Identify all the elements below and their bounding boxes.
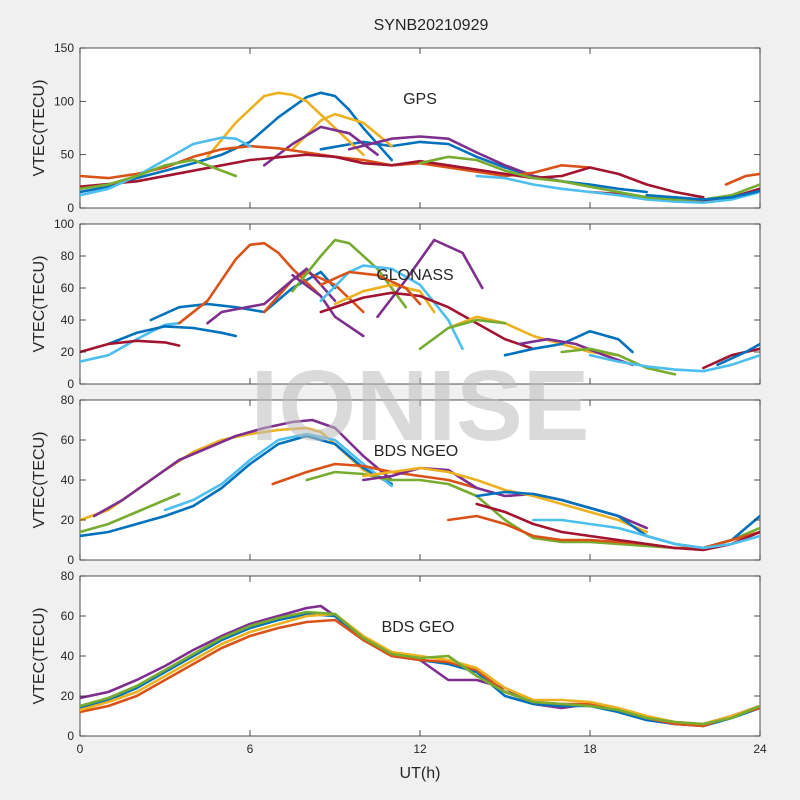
y-tick-label: 0: [67, 729, 74, 743]
series-line-9: [291, 273, 365, 338]
series-line-16: [418, 318, 507, 351]
series-group: [80, 91, 760, 204]
series-line-13: [80, 158, 238, 191]
y-tick-label: 40: [61, 313, 75, 327]
series-line-3: [80, 434, 393, 538]
x-tick-label: 0: [77, 742, 84, 756]
series-line-11: [80, 136, 252, 197]
axes-panel-1: 0 50 100 150 VTEC(TECU) GPS: [31, 41, 761, 215]
series-group: [80, 604, 760, 728]
series-line-7: [206, 267, 337, 325]
y-tick-label: 100: [54, 217, 74, 231]
series-line-4: [163, 432, 393, 512]
series-line-5: [262, 125, 379, 167]
y-tick-label: 60: [61, 609, 75, 623]
series-line-22: [716, 342, 760, 367]
series-line-13: [532, 518, 760, 550]
y-axis-label: VTEC(TECU): [31, 432, 48, 529]
series-group: [80, 238, 760, 376]
series-line-8: [291, 238, 408, 309]
y-tick-label: 80: [61, 569, 75, 583]
y-tick-label: 40: [61, 473, 75, 487]
y-tick-label: 0: [67, 553, 74, 567]
x-tick-label: 6: [247, 742, 254, 756]
series-group: [80, 418, 760, 552]
series-line-15: [645, 189, 760, 201]
y-tick-label: 20: [61, 513, 75, 527]
y-axis-label: VTEC(TECU): [31, 256, 48, 353]
series-line-4: [80, 612, 760, 726]
plot-area: [79, 47, 761, 209]
panel-label: GPS: [403, 91, 437, 108]
series-line-4: [149, 270, 337, 322]
y-tick-label: 50: [61, 148, 75, 162]
series-line-3: [206, 91, 365, 159]
series-line-9: [362, 466, 648, 534]
y-tick-label: 60: [61, 433, 75, 447]
y-axis-label: VTEC(TECU): [31, 608, 48, 705]
y-axis-label: VTEC(TECU): [31, 80, 48, 177]
y-tick-label: 150: [54, 41, 74, 55]
series-line-2: [319, 140, 648, 194]
axes-panel-2: 0 20 40 60 80 100 VTEC(TECU) GLONASS: [31, 217, 761, 391]
watermark: IONISE: [251, 350, 590, 462]
series-line-1: [80, 91, 393, 194]
y-tick-label: 100: [54, 94, 74, 108]
series-line-4: [291, 112, 393, 151]
x-tick-label: 18: [583, 742, 597, 756]
panel-label: GLONASS: [376, 267, 453, 284]
series-line-15: [447, 315, 620, 357]
x-tick-label: 24: [753, 742, 767, 756]
y-tick-label: 40: [61, 649, 75, 663]
y-tick-label: 80: [61, 249, 75, 263]
series-line-2: [92, 418, 393, 518]
series-line-21: [702, 347, 760, 370]
series-line-2: [107, 325, 238, 346]
x-tick-label: 12: [413, 742, 427, 756]
series-line-6: [271, 462, 478, 490]
x-axis-label: UT(h): [400, 765, 441, 782]
series-line-20: [588, 353, 760, 373]
y-tick-label: 0: [67, 201, 74, 215]
y-tick-label: 20: [61, 345, 75, 359]
series-line-5: [177, 241, 323, 325]
series-line-17: [503, 329, 634, 357]
y-tick-label: 80: [61, 393, 75, 407]
figure-title: SYNB20210929: [374, 17, 489, 34]
series-line-8: [724, 172, 760, 186]
series-line-3: [80, 339, 181, 354]
y-tick-label: 20: [61, 689, 75, 703]
panel-label: BDS NGEO: [374, 443, 458, 460]
series-line-5: [80, 610, 760, 726]
y-tick-label: 60: [61, 281, 75, 295]
series-line-14: [319, 270, 422, 306]
axes-panel-4: 0 20 40 60 80 0 6 12 18 24 VTEC(TECU) BDS GEO: [31, 569, 767, 756]
series-line-9: [80, 153, 705, 199]
series-line-12: [475, 174, 760, 204]
panel-label: BDS GEO: [382, 619, 455, 636]
axes-panel-3: 0 20 40 60 80 VTEC(TECU) BDS NGEO: [31, 393, 761, 567]
series-line-1: [80, 321, 181, 363]
series-line-5: [80, 492, 181, 534]
series-line-19: [560, 347, 677, 376]
series-line-13: [319, 291, 535, 351]
series-line-18: [517, 337, 634, 367]
series-line-12: [475, 502, 760, 552]
y-tick-label: 0: [67, 377, 74, 391]
